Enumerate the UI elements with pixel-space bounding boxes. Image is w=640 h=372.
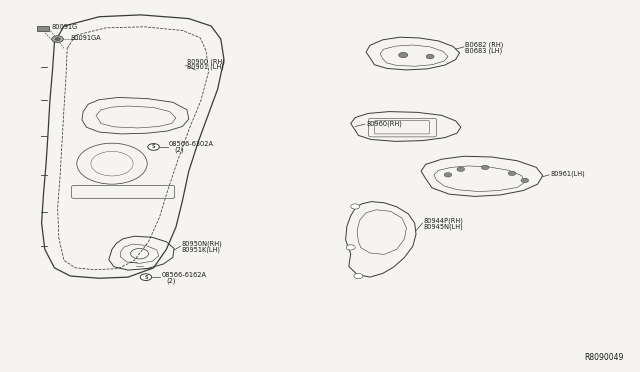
Text: 80950N(RH): 80950N(RH) — [182, 241, 223, 247]
Text: 80900 (RH): 80900 (RH) — [187, 58, 225, 65]
Circle shape — [426, 54, 434, 59]
Text: 08566-6302A: 08566-6302A — [169, 141, 214, 147]
Text: S: S — [152, 144, 156, 150]
Text: R8090049: R8090049 — [584, 353, 624, 362]
Circle shape — [148, 144, 159, 150]
FancyBboxPatch shape — [37, 26, 49, 31]
Circle shape — [351, 204, 360, 209]
Text: 80091GA: 80091GA — [70, 35, 101, 41]
Text: 80091G: 80091G — [51, 24, 77, 30]
Text: 08566-6162A: 08566-6162A — [161, 272, 206, 278]
Text: 80961(LH): 80961(LH) — [550, 171, 585, 177]
Text: 80951K(LH): 80951K(LH) — [182, 247, 221, 253]
Circle shape — [521, 178, 529, 183]
Circle shape — [444, 173, 452, 177]
Circle shape — [354, 273, 363, 279]
Text: 80960(RH): 80960(RH) — [366, 120, 402, 127]
Circle shape — [140, 274, 152, 280]
Circle shape — [52, 36, 63, 42]
Text: (2): (2) — [166, 277, 176, 284]
Circle shape — [346, 245, 355, 250]
Text: 80901 (LH): 80901 (LH) — [187, 64, 224, 70]
Text: 80944P(RH): 80944P(RH) — [424, 218, 463, 224]
Circle shape — [399, 52, 408, 58]
Text: (2): (2) — [174, 146, 184, 153]
Circle shape — [457, 167, 465, 171]
Text: 80945N(LH): 80945N(LH) — [424, 224, 463, 230]
Circle shape — [481, 165, 489, 170]
Circle shape — [55, 38, 60, 41]
Text: S: S — [144, 275, 148, 280]
Circle shape — [508, 171, 516, 176]
Text: B0682 (RH): B0682 (RH) — [465, 41, 504, 48]
Text: B0683 (LH): B0683 (LH) — [465, 47, 502, 54]
